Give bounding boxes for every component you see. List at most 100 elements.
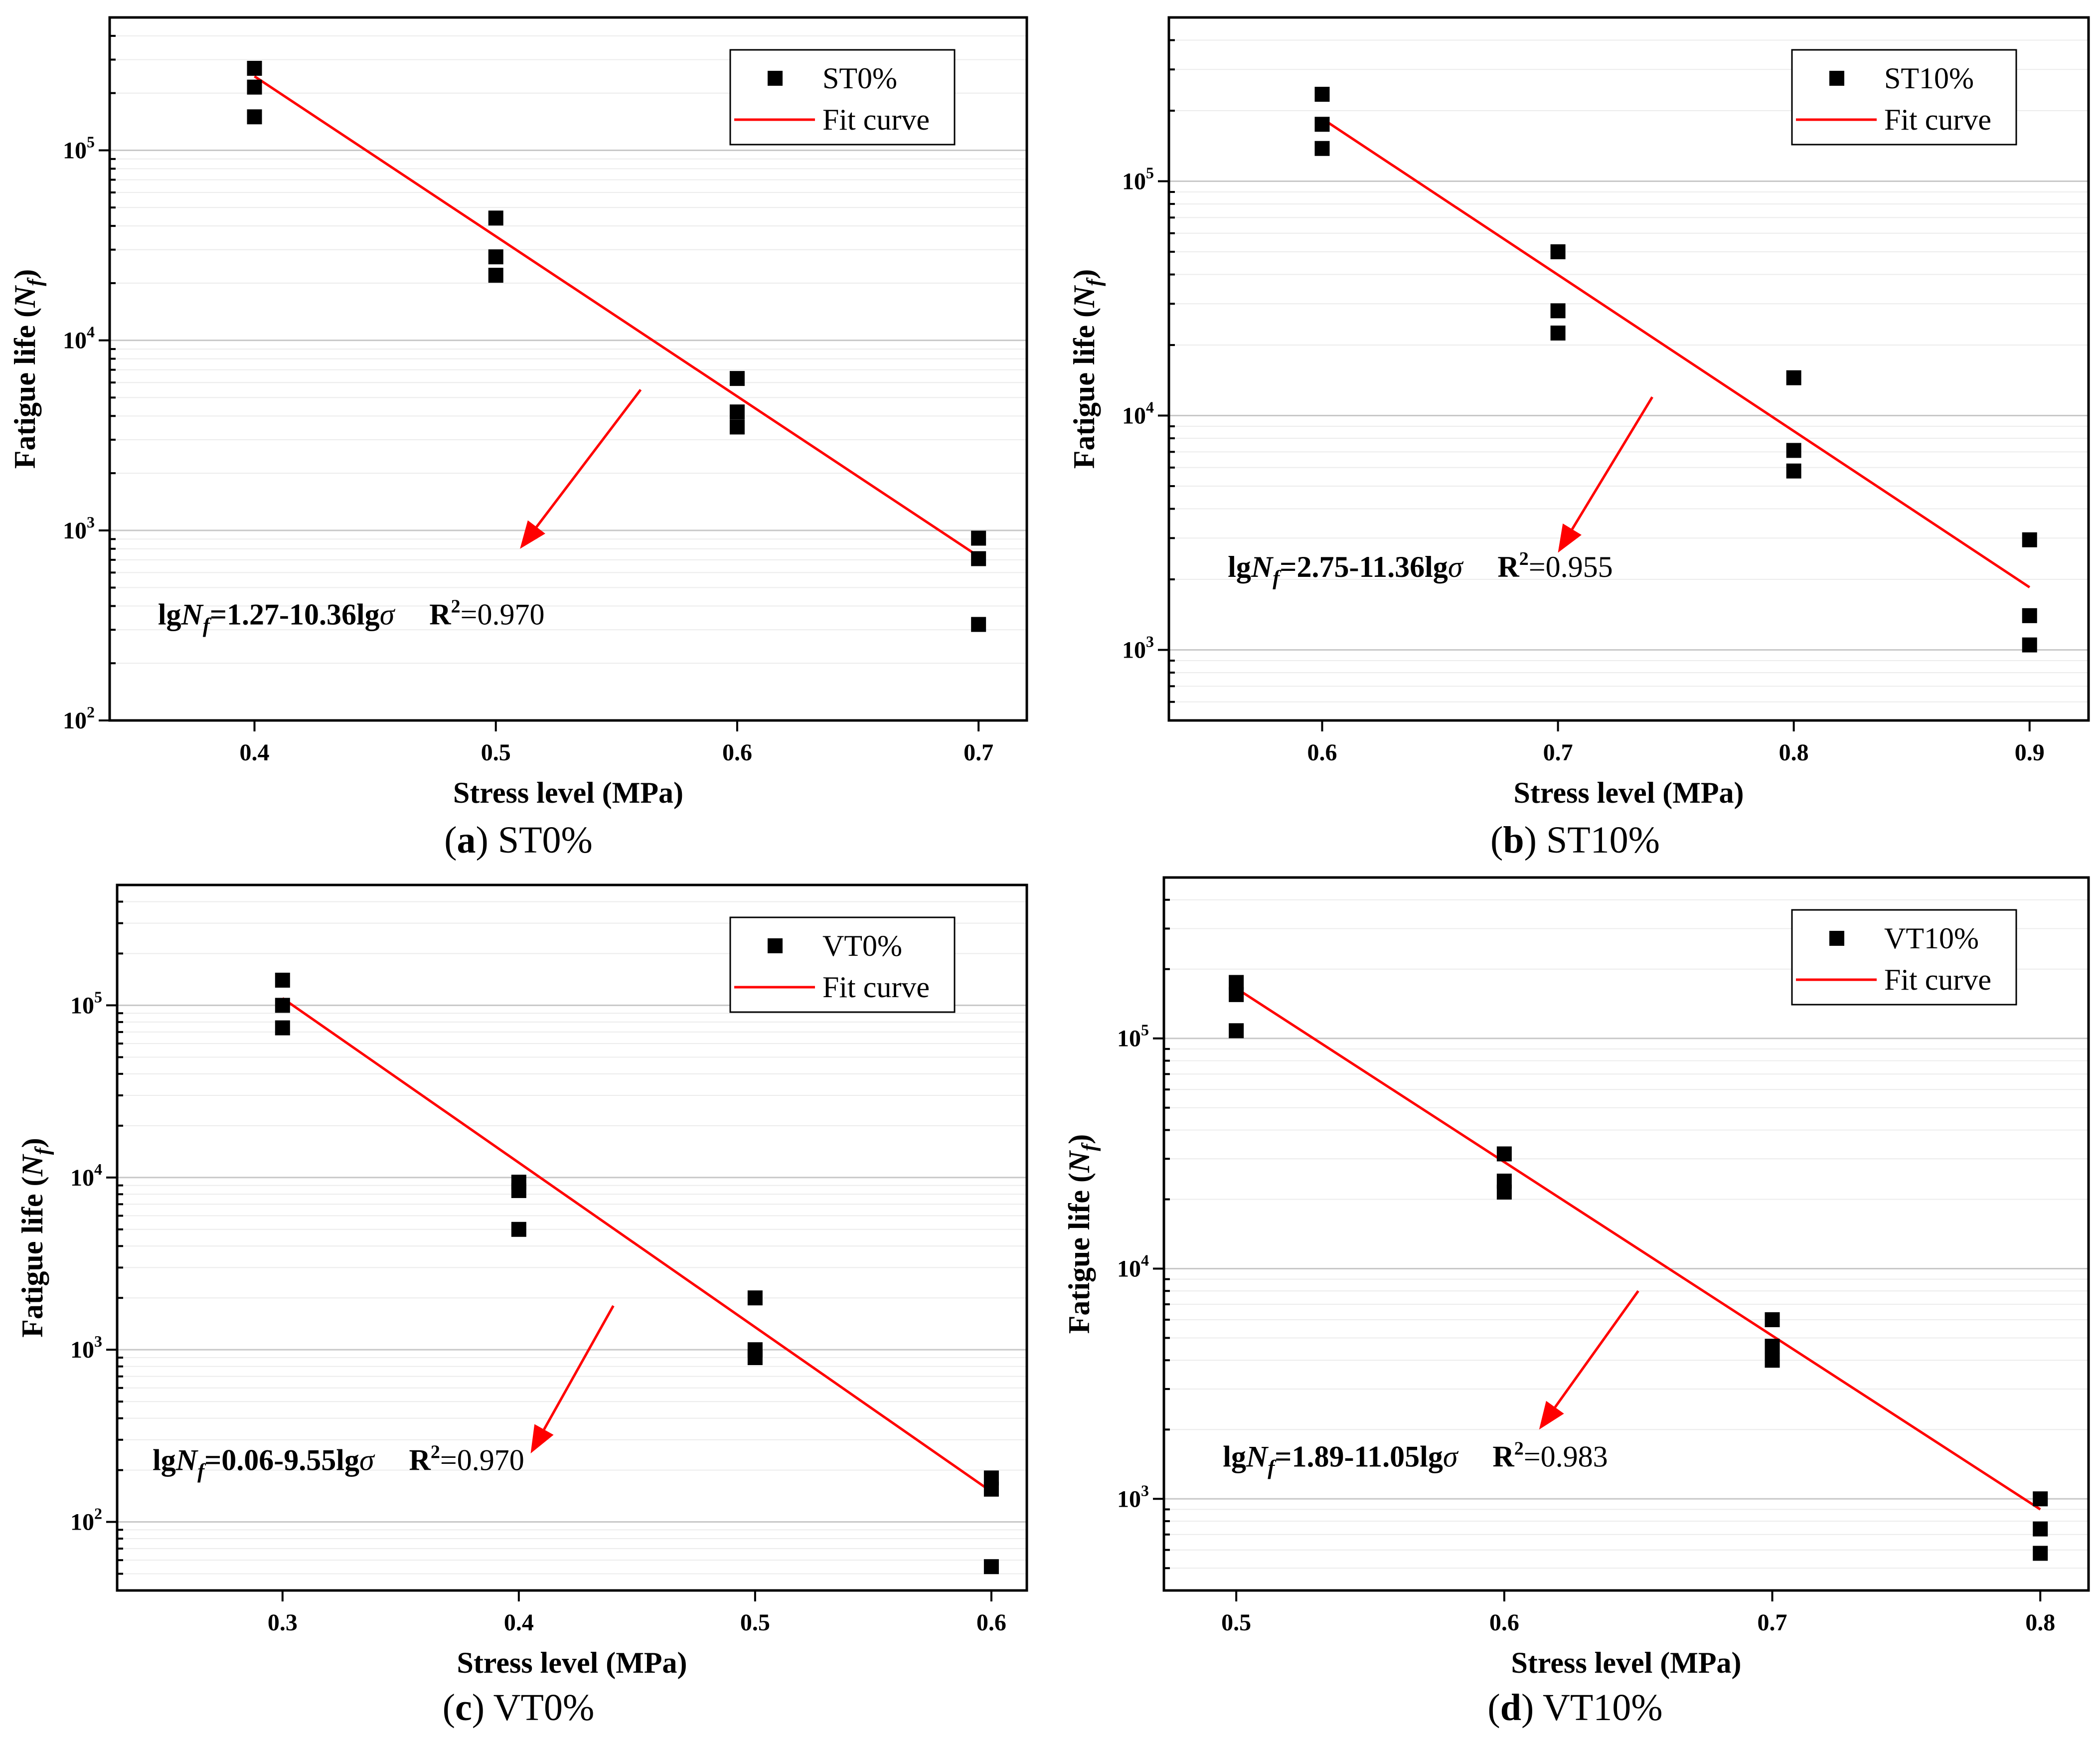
panel-b-data-point <box>1550 303 1566 319</box>
panel-b-legend-label-fit: Fit curve <box>1884 103 1991 136</box>
panel-c-data-point <box>511 1222 526 1237</box>
panel-a-y-tick-label: 103 <box>63 513 95 544</box>
panel-d-data-point <box>1765 1312 1780 1327</box>
panel-a-caption: (a) ST0% <box>444 819 593 861</box>
panel-b-data-point <box>2022 532 2037 547</box>
panel-d-caption-close: ) <box>1521 1687 1543 1729</box>
panel-a-data-point <box>247 79 262 95</box>
panel-a-equation-var: N <box>181 598 204 631</box>
panel-d-y-tick-exponent: 5 <box>1141 1021 1149 1039</box>
panel-b-y-tick-label: 104 <box>1122 398 1154 429</box>
panel-d-legend-marker-points <box>1829 931 1844 946</box>
panel-b-y-tick-base: 10 <box>1122 637 1146 664</box>
panel-a-equation: lgNf=1.27-10.36lgσ R2=0.970 <box>158 596 545 637</box>
panel-a-equation-prefix: lg <box>158 598 181 631</box>
panel-c-x-tick-label: 0.6 <box>976 1609 1006 1636</box>
panel-a-data-point <box>488 210 503 226</box>
panel-a-equation-r-label: R <box>429 598 451 631</box>
panel-c-y-tick-label: 103 <box>70 1332 102 1363</box>
panel-c-legend-marker-points <box>768 938 783 953</box>
panel-b-y-axis-label-sub: f <box>1083 277 1106 286</box>
panel-c-y-tick-label: 104 <box>70 1160 102 1191</box>
panel-c-fit-line <box>282 997 992 1493</box>
panel-b-y-tick-base: 10 <box>1122 169 1146 195</box>
panel-a-data-point <box>247 109 262 125</box>
panel-c-equation: lgNf=0.06-9.55lgσ R2=0.970 <box>153 1442 524 1483</box>
panel-c-plot-frame <box>116 883 1028 1592</box>
panel-a-x-tick-label: 0.5 <box>481 739 511 766</box>
panel-b-data-point <box>2022 637 2037 653</box>
panel-b-y-tick-base: 10 <box>1122 403 1146 429</box>
panel-c-equation-body: =0.06-9.55lg <box>204 1444 359 1477</box>
panel-c-equation-prefix: lg <box>153 1444 176 1477</box>
panel-b-data-point <box>1550 244 1566 259</box>
panel-c-equation-sub: f <box>197 1460 206 1483</box>
panel-a-data-point <box>488 249 503 265</box>
panel-c-caption-text: VT0% <box>493 1687 595 1729</box>
panel-b-y-tick-label: 103 <box>1122 633 1154 664</box>
panel-d-y-tick-label: 105 <box>1117 1021 1149 1052</box>
panel-d-caption-letter: d <box>1500 1687 1521 1729</box>
panel-d-y-tick-base: 10 <box>1117 1486 1141 1512</box>
panel-b-data-point <box>1786 463 1801 479</box>
panel-a-caption-open: ( <box>444 819 457 861</box>
panel-a-y-tick-base: 10 <box>63 707 87 734</box>
panel-c-data-point <box>747 1290 763 1306</box>
panel-a-equation-r-value: =0.970 <box>461 598 545 631</box>
panel-a-y-axis-label: Fatigue life (Nf) <box>8 269 47 469</box>
panel-b-data-point <box>1786 443 1801 458</box>
panel-d-x-axis-label: Stress level (MPa) <box>1511 1646 1741 1679</box>
panel-a-legend-label-points: ST0% <box>822 62 897 95</box>
panel-b-data-point <box>1314 117 1330 132</box>
panel-d-equation-sub: f <box>1268 1457 1277 1480</box>
panel-a-fit-line <box>254 75 979 557</box>
panel-c-equation-var: N <box>175 1444 199 1477</box>
panel-b-equation-body: =2.75-11.36lg <box>1280 550 1448 583</box>
panel-a-arrow-shaft <box>535 389 642 528</box>
panel-d-data-point <box>2033 1546 2048 1561</box>
panel-c-data-point <box>275 972 290 988</box>
panel-c-data-point <box>747 1350 763 1365</box>
panel-d-arrow-shaft <box>1554 1290 1639 1408</box>
panel-c-x-axis-label: Stress level (MPa) <box>457 1646 687 1679</box>
panel-d-x-tick-label: 0.8 <box>2025 1609 2055 1636</box>
panel-d-y-axis-label-var: N <box>1063 1150 1096 1173</box>
panel-d-equation-r-exp: 2 <box>1514 1438 1524 1459</box>
panel-c-y-tick-base: 10 <box>70 1509 94 1536</box>
panel-a-data-point <box>971 617 986 632</box>
panel-b-data-point <box>1314 87 1330 102</box>
panel-b-data-point <box>1786 370 1801 385</box>
panel-c-data-point <box>275 998 290 1013</box>
panel-b-legend-box <box>1791 49 2017 146</box>
panel-b-caption-text: ST10% <box>1546 819 1660 861</box>
panel-d-equation-r-label: R <box>1492 1440 1514 1473</box>
panel-c-caption: (c) VT0% <box>443 1687 595 1729</box>
panel-a-data-point <box>729 419 745 435</box>
panel-c-data-point <box>983 1481 999 1497</box>
panel-c-y-tick-base: 10 <box>70 1165 94 1191</box>
panel-c-y-tick-base: 10 <box>70 992 94 1019</box>
panel-a-y-axis-label-main: Fatigue life ( <box>8 308 41 469</box>
panel-b-y-axis-label-var: N <box>1068 285 1101 308</box>
panel-d-legend-box <box>1791 909 2017 1006</box>
panel-a-data-point <box>971 530 986 546</box>
panel-b-y-axis-label-close: ) <box>1068 269 1101 279</box>
panel-b-equation-sigma: σ <box>1448 550 1464 583</box>
panel-d-caption-open: ( <box>1487 1687 1500 1729</box>
panel-a-x-axis-label: Stress level (MPa) <box>453 776 683 809</box>
panel-c-caption-open: ( <box>443 1687 455 1729</box>
panel-a-data-point <box>729 404 745 420</box>
panel-a-y-tick-label: 105 <box>63 133 95 164</box>
panel-c-y-axis-label: Fatigue life (Nf) <box>16 1138 54 1338</box>
panel-d-equation-sigma: σ <box>1443 1440 1459 1473</box>
panel-d-fit-line <box>1235 987 2041 1511</box>
panel-b-x-tick-label: 0.9 <box>2015 739 2045 766</box>
panel-b-plot-frame <box>1167 16 2090 722</box>
panel-a-y-tick-label: 102 <box>63 703 95 734</box>
panel-d-y-axis-label-main: Fatigue life ( <box>1063 1173 1096 1334</box>
panel-d-legend-label-points: VT10% <box>1884 922 1979 955</box>
